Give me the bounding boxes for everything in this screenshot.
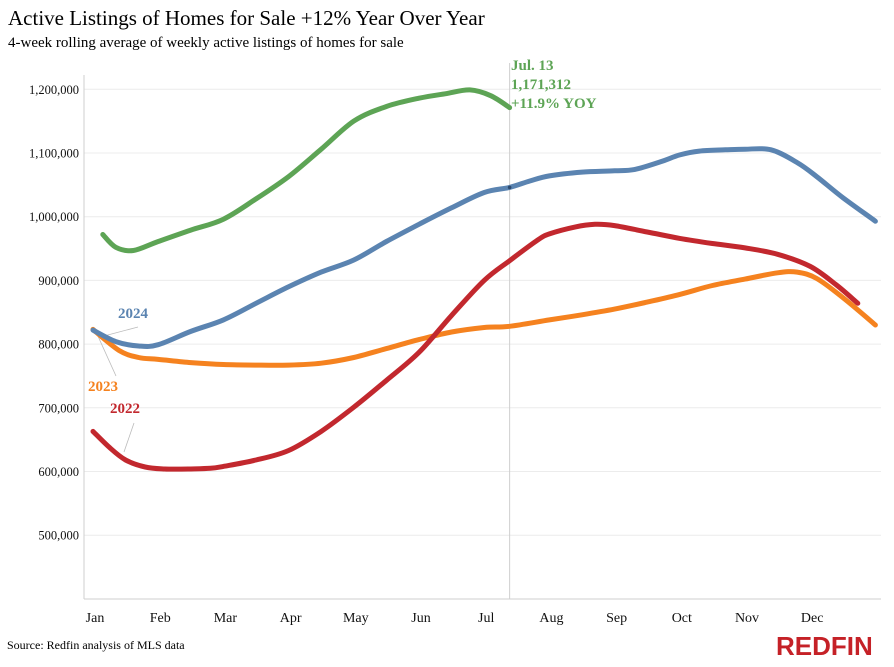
annotation-yoy: +11.9% YOY: [511, 96, 597, 112]
series-label-2024: 2024: [118, 306, 148, 322]
redfin-logo: REDFIN: [776, 631, 873, 661]
chart-subtitle: 4-week rolling average of weekly active …: [8, 35, 404, 51]
series-label-2022: 2022: [110, 401, 140, 417]
y-tick-label: 1,200,000: [29, 83, 79, 97]
x-tick-label: Aug: [539, 611, 563, 626]
y-tick-label: 600,000: [38, 465, 79, 479]
x-tick-label: Dec: [801, 611, 824, 626]
x-tick-label: Nov: [735, 611, 759, 626]
y-tick-label: 800,000: [38, 338, 79, 352]
series-line-2023: [90, 269, 878, 368]
page-title: Active Listings of Homes for Sale +12% Y…: [8, 6, 485, 30]
x-tick-label: Apr: [280, 611, 302, 626]
series-line-current-year: [100, 87, 513, 254]
y-tick-label: 1,000,000: [29, 210, 79, 224]
x-tick-label: May: [343, 611, 369, 626]
annotation-date: Jul. 13: [511, 58, 554, 74]
x-tick-label: Mar: [214, 611, 238, 626]
x-tick-label: Jun: [411, 611, 430, 626]
x-tick-label: Oct: [672, 611, 692, 626]
series-line-2022: [90, 221, 861, 472]
label-leader-line: [103, 326, 139, 337]
x-tick-label: Sep: [606, 611, 627, 626]
x-tick-label: Jul: [478, 611, 494, 626]
y-tick-label: 1,100,000: [29, 147, 79, 161]
label-leader-line: [123, 422, 135, 453]
y-tick-label: 500,000: [38, 529, 79, 543]
jul13-annotation: Jul. 13 1,171,312 +11.9% YOY: [511, 57, 597, 114]
marker-dot-2024: [507, 185, 512, 190]
source-note: Source: Redfin analysis of MLS data: [7, 638, 185, 652]
series-line-2024: [90, 146, 878, 349]
y-tick-label: 700,000: [38, 401, 79, 415]
annotation-value: 1,171,312: [511, 77, 571, 93]
x-tick-label: Feb: [150, 611, 171, 626]
label-leader-line: [96, 333, 117, 377]
x-tick-label: Jan: [86, 611, 105, 626]
y-tick-label: 900,000: [38, 274, 79, 288]
series-label-2023: 2023: [88, 379, 118, 395]
